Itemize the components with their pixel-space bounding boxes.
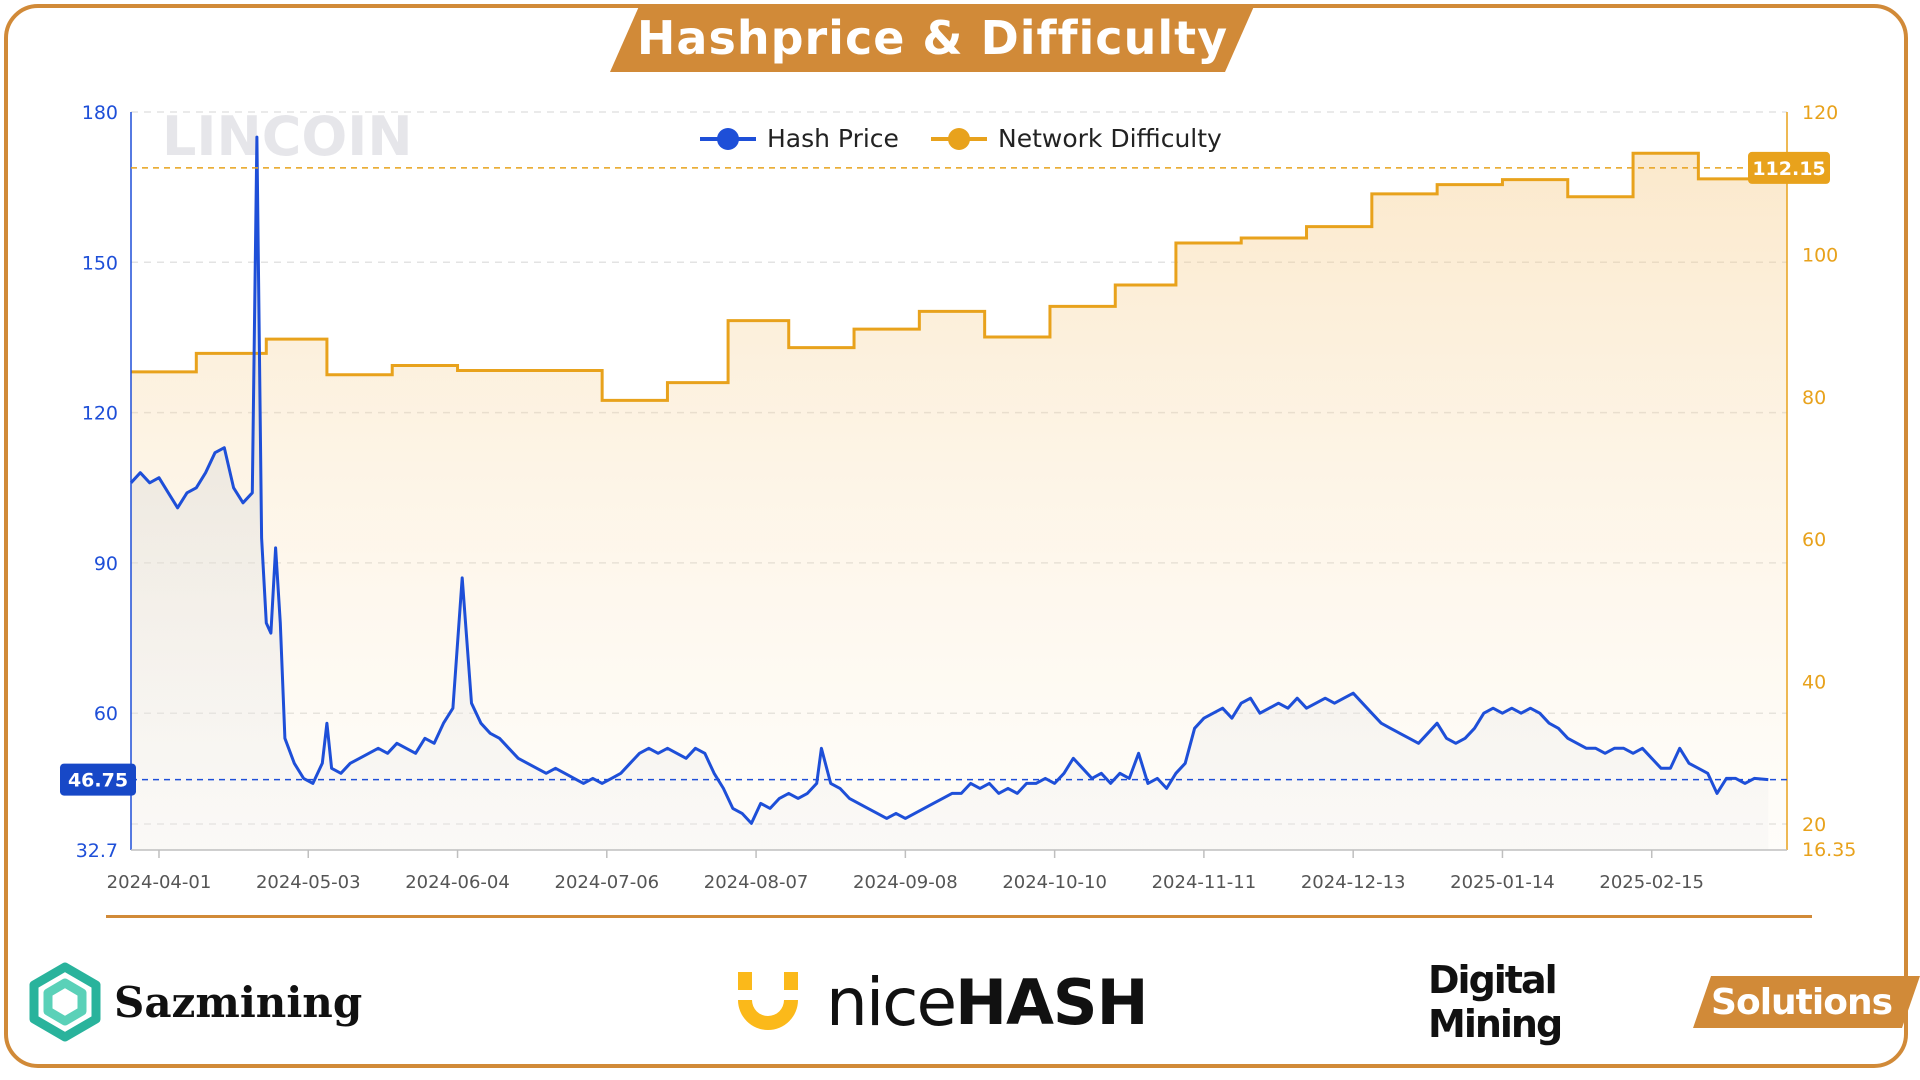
footer-divider [106,915,1812,918]
legend-swatch-dot [717,128,739,150]
legend-label: Network Difficulty [998,124,1222,153]
difficulty-current-badge [1748,151,1830,184]
x-tick-label: 2024-04-01 [107,872,212,893]
difficulty-current-label: 112.15 [1752,158,1825,180]
difficulty-area [131,153,1787,850]
y-right-tick-label: 120 [1802,102,1838,124]
y-left-tick-label: 60 [94,703,118,725]
y-right-tick-label: 100 [1802,244,1838,266]
y-right-tick-label: 80 [1802,387,1826,409]
title-banner: Hashprice & Difficulty [610,4,1255,72]
chart-reference-marks: 46.75 112.15 [60,151,1830,796]
x-tick-label: 2024-05-03 [256,872,361,893]
nicehash-logo-text-nice: nice [826,963,957,1041]
x-tick-label: 2024-09-08 [853,872,958,893]
hashprice-current-badge [60,763,136,796]
x-tick-label: 2024-10-10 [1002,872,1107,893]
hashprice-current-label: 46.75 [68,770,128,792]
x-tick-label: 2025-02-15 [1599,872,1704,893]
chart-legend[interactable]: Hash Price Network Difficulty [700,124,1222,153]
y-right-tick-label: 60 [1802,529,1826,551]
y-left-min-label: 32.7 [76,840,118,862]
x-tick-label: 2024-06-04 [405,872,510,893]
y-right-min-label: 16.35 [1802,839,1856,861]
legend-swatch-dot [948,128,970,150]
x-tick-label: 2024-12-13 [1301,872,1406,893]
y-left-tick-label: 150 [82,252,118,274]
dms-logo-text-digital-mining: Digital Mining [1428,958,1563,1046]
x-tick-label: 2024-07-06 [555,872,660,893]
y-left-tick-label: 90 [94,553,118,575]
nicehash-logo: nice HASH [736,962,1148,1042]
series-line-hash-price [129,135,1769,825]
x-tick-label: 2024-08-07 [704,872,809,893]
sazmining-hexagon-icon [29,962,101,1042]
page-title: Hashprice & Difficulty [636,11,1229,65]
y-left-tick-label: 120 [82,403,118,425]
y-right-tick-label: 20 [1802,814,1826,836]
hashprice-area [131,137,1769,851]
sazmining-logo: Sazmining [26,960,362,1044]
y-right-tick-label: 40 [1802,672,1826,694]
nicehash-logo-text-hash: HASH [955,965,1148,1039]
nicehash-smile-icon [738,972,798,1030]
legend-item-hash-price[interactable]: Hash Price [700,124,899,153]
sazmining-logo-text: Sazmining [114,977,363,1027]
dms-logo-text-solutions: Solutions [1693,976,1920,1028]
legend-item-network-difficulty[interactable]: Network Difficulty [931,124,1222,153]
x-tick-label: 2024-11-11 [1152,872,1257,893]
series-line-network-difficulty [131,151,1787,402]
chart-axes: 180 150 120 90 60 32.7 120 100 80 60 40 20 16.35 2024… [76,102,1857,893]
x-tick-label: 2025-01-14 [1450,872,1555,893]
watermark-text: LINCOIN [162,105,413,168]
digital-mining-solutions-logo: Digital Mining Solutions [1428,958,1920,1046]
y-left-tick-label: 180 [82,102,118,124]
legend-label: Hash Price [767,124,899,153]
